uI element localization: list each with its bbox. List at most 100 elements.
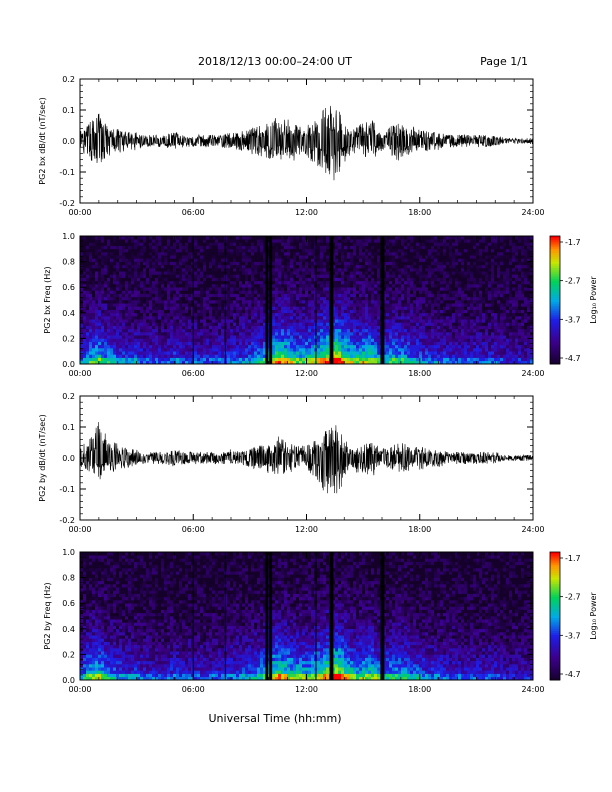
- heatmap-cell: [356, 293, 360, 298]
- heatmap-cell: [239, 293, 243, 298]
- heatmap-cell: [419, 357, 423, 362]
- heatmap-cell: [155, 300, 159, 304]
- heatmap-cell: [200, 341, 204, 346]
- heatmap-cell: [344, 236, 348, 240]
- heatmap-cell: [413, 287, 417, 291]
- heatmap-cell: [206, 277, 210, 282]
- heatmap-cell: [386, 293, 390, 298]
- heatmap-cell: [203, 348, 207, 352]
- heatmap-cell: [410, 252, 414, 256]
- heatmap-cell: [182, 264, 186, 269]
- heatmap-cell: [83, 242, 87, 246]
- heatmap-cell: [119, 287, 123, 291]
- heatmap-cell: [242, 274, 246, 278]
- heatmap-cell: [155, 290, 159, 294]
- heatmap-cell: [293, 306, 297, 310]
- heatmap-cell: [158, 360, 162, 365]
- heatmap-cell: [293, 271, 297, 275]
- heatmap-cell: [422, 300, 426, 304]
- heatmap-cell: [161, 325, 165, 330]
- heatmap-cell: [317, 245, 321, 250]
- heatmap-cell: [140, 319, 144, 323]
- heatmap-cell: [425, 287, 429, 291]
- heatmap-cell: [239, 357, 243, 362]
- heatmap-cell: [428, 348, 432, 352]
- heatmap-cell: [440, 322, 444, 326]
- heatmap-cell: [143, 322, 147, 326]
- heatmap-cell: [326, 344, 330, 349]
- heatmap-cell: [425, 360, 429, 365]
- heatmap-cell: [257, 312, 261, 317]
- heatmap-cell: [80, 293, 84, 298]
- heatmap-cell: [170, 328, 174, 333]
- heatmap-cell: [275, 309, 279, 314]
- heatmap-cell: [365, 296, 369, 301]
- heatmap-cell: [167, 328, 171, 333]
- heatmap-cell: [317, 344, 321, 349]
- heatmap-cell: [404, 319, 408, 323]
- heatmap-cell: [83, 312, 87, 317]
- heatmap-cell: [446, 351, 450, 355]
- heatmap-cell: [176, 274, 180, 278]
- heatmap-cell: [284, 239, 288, 243]
- heatmap-cell: [101, 300, 105, 304]
- heatmap-cell: [161, 236, 165, 240]
- heatmap-cell: [125, 322, 129, 326]
- heatmap-cell: [86, 245, 90, 250]
- heatmap-cell: [194, 252, 198, 256]
- heatmap-cell: [92, 271, 96, 275]
- heatmap-cell: [98, 300, 102, 304]
- heatmap-cell: [98, 264, 102, 269]
- heatmap-cell: [128, 242, 132, 246]
- heatmap-cell: [95, 255, 99, 259]
- heatmap-cell: [443, 316, 447, 320]
- heatmap-cell: [218, 248, 222, 253]
- heatmap-cell: [413, 357, 417, 362]
- heatmap-cell: [407, 341, 411, 346]
- heatmap-cell: [122, 245, 126, 250]
- heatmap-cell: [194, 236, 198, 240]
- heatmap-cell: [188, 293, 192, 298]
- heatmap-cell: [386, 325, 390, 330]
- heatmap-cell: [395, 245, 399, 250]
- heatmap-cell: [407, 357, 411, 362]
- heatmap-cell: [410, 360, 414, 365]
- heatmap-cell: [425, 306, 429, 310]
- heatmap-cell: [83, 306, 87, 310]
- heatmap-cell: [80, 255, 84, 259]
- heatmap-cell: [305, 332, 309, 336]
- heatmap-cell: [335, 274, 339, 278]
- heatmap-cell: [200, 357, 204, 362]
- heatmap-cell: [263, 338, 267, 342]
- heatmap-cell: [296, 357, 300, 362]
- heatmap-cell: [434, 239, 438, 243]
- heatmap-cell: [185, 264, 189, 269]
- heatmap-cell: [359, 274, 363, 278]
- heatmap-cell: [167, 271, 171, 275]
- heatmap-cell: [401, 236, 405, 240]
- heatmap-cell: [221, 284, 225, 288]
- heatmap-cell: [173, 245, 177, 250]
- heatmap-cell: [146, 287, 150, 291]
- heatmap-cell: [263, 351, 267, 355]
- heatmap-cell: [143, 274, 147, 278]
- heatmap-cell: [125, 274, 129, 278]
- heatmap-cell: [392, 242, 396, 246]
- heatmap-cell: [362, 338, 366, 342]
- heatmap-cell: [341, 239, 345, 243]
- heatmap-cell: [245, 293, 249, 298]
- heatmap-cell: [185, 293, 189, 298]
- heatmap-cell: [179, 255, 183, 259]
- heatmap-cell: [392, 293, 396, 298]
- heatmap-cell: [125, 309, 129, 314]
- heatmap-cell: [428, 322, 432, 326]
- heatmap-cell: [356, 296, 360, 301]
- heatmap-cell: [359, 357, 363, 362]
- heatmap-cell: [323, 328, 327, 333]
- heatmap-cell: [188, 316, 192, 320]
- heatmap-cell: [125, 341, 129, 346]
- heatmap-cell: [146, 357, 150, 362]
- heatmap-cell: [416, 351, 420, 355]
- heatmap-cell: [275, 322, 279, 326]
- heatmap-cell: [317, 287, 321, 291]
